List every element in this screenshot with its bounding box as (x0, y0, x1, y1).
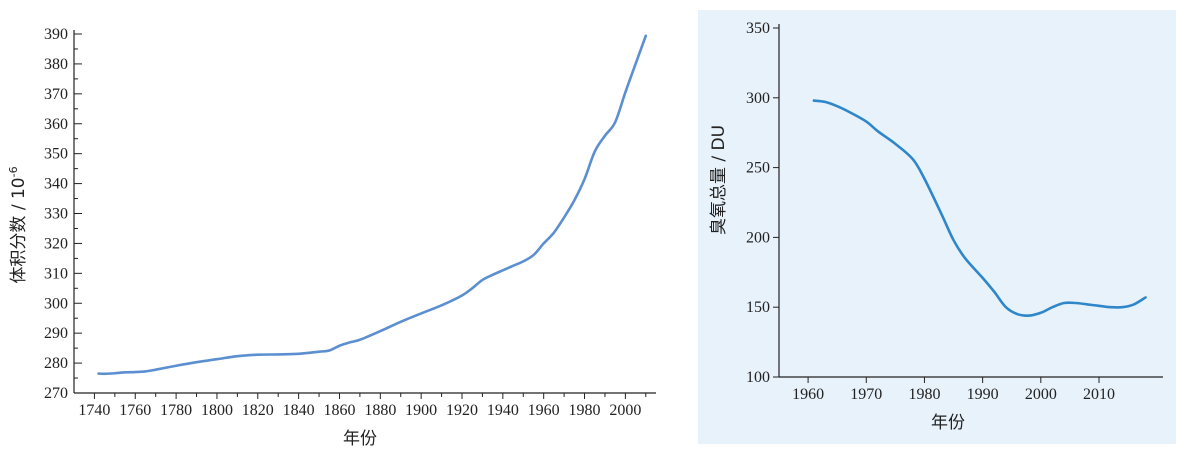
x-tick-label: 1960 (528, 402, 560, 419)
x-tick-label: 2010 (1083, 386, 1115, 403)
y-tick-label: 390 (44, 26, 68, 43)
y-tick-label: 330 (44, 206, 68, 223)
y-tick-label: 100 (746, 369, 770, 386)
y-tick-label: 310 (44, 265, 68, 282)
x-tick-label: 1970 (850, 386, 882, 403)
x-tick-label: 1980 (908, 386, 940, 403)
y-tick-label: 270 (44, 385, 68, 402)
x-tick-label: 1860 (323, 402, 355, 419)
y-tick-label: 250 (746, 160, 770, 177)
x-tick-label: 2000 (609, 402, 641, 419)
y-tick-label: 280 (44, 355, 68, 372)
y-axis-title: 臭氧总量 / DU (709, 125, 729, 235)
x-tick-label: 1840 (283, 402, 315, 419)
x-axis-title: 年份 (343, 429, 377, 449)
x-tick-label: 1820 (242, 402, 274, 419)
y-tick-label: 320 (44, 235, 68, 252)
x-tick-label: 2000 (1025, 386, 1057, 403)
y-tick-label: 340 (44, 176, 68, 193)
y-tick-label: 370 (44, 86, 68, 103)
series-line (97, 34, 648, 376)
y-tick-label: 350 (746, 20, 770, 37)
y-tick-label: 380 (44, 56, 68, 73)
ozone-total-chart: 100 150 200 250 300 350 1960 1970 1980 1990 2000 20… (698, 10, 1176, 444)
x-tick-label: 1880 (364, 402, 396, 419)
co2-concentration-chart: 270 280 290 300 310 320 330 340 350 360 370 380 390 1… (7, 26, 656, 449)
x-tick-label: 1940 (487, 402, 519, 419)
y-axis-title: 体积分数 / 10-6 (7, 166, 29, 283)
chart-background (698, 10, 1176, 444)
x-tick-label: 1990 (967, 386, 999, 403)
x-tick-label: 1900 (405, 402, 437, 419)
x-tick-label: 1920 (446, 402, 478, 419)
y-tick-label: 290 (44, 325, 68, 342)
series-line (812, 99, 1147, 317)
y-tick-label: 300 (44, 295, 68, 312)
x-tick-label: 1740 (78, 402, 110, 419)
x-tick-label: 1980 (569, 402, 601, 419)
y-tick-label: 150 (746, 299, 770, 316)
x-tick-label: 1960 (792, 386, 824, 403)
x-tick-label: 1800 (201, 402, 233, 419)
y-tick-label: 360 (44, 116, 68, 133)
y-tick-label: 350 (44, 146, 68, 163)
y-tick-label: 200 (746, 229, 770, 246)
x-tick-label: 1780 (160, 402, 192, 419)
x-axis-title: 年份 (931, 413, 965, 433)
y-tick-label: 300 (746, 90, 770, 107)
x-tick-label: 1760 (119, 402, 151, 419)
